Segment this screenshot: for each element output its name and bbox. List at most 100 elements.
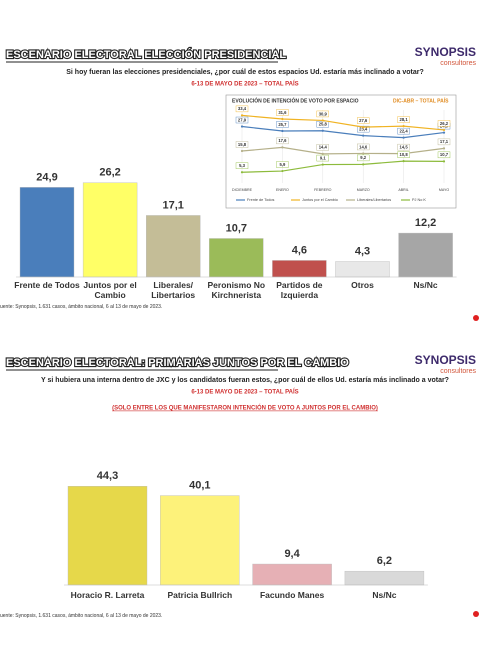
bar	[335, 261, 390, 278]
bar	[272, 260, 327, 278]
brand-sub: consultores	[440, 60, 476, 67]
x-tick-label: MAYO	[439, 188, 450, 192]
point-label: 25,8	[319, 122, 328, 127]
point-label: 23,4	[359, 126, 368, 131]
point-label-box	[397, 151, 410, 158]
point-label: 17,1	[440, 139, 449, 144]
x-tick-label: MARZO	[357, 188, 370, 192]
inset-title: EVOLUCIÓN DE INTENCIÓN DE VOTO POR ESPAC…	[232, 96, 359, 104]
point-label-box	[397, 143, 410, 151]
point	[281, 146, 284, 149]
point	[362, 152, 365, 155]
category-label: Liberales/ Libertarios	[151, 280, 196, 300]
slide-title: ESCENARIO ELECTORAL ELECCIÓN PRESIDENCIA…	[6, 48, 286, 61]
bar	[19, 187, 75, 278]
point-label: 9,1	[320, 155, 326, 160]
subtitle: 6-13 DE MAYO DE 2023 – TOTAL PAÍS	[191, 80, 298, 88]
point	[240, 149, 244, 153]
bar	[398, 232, 453, 278]
point-label-box	[397, 127, 410, 135]
point-label-box	[316, 144, 329, 151]
indicator-dot	[473, 611, 479, 617]
bar	[67, 486, 148, 586]
legend-label: Frente de Todos	[247, 198, 274, 202]
point-label-box	[316, 154, 329, 162]
category-label: Ns/Nc	[413, 280, 438, 290]
brand: SYNOPSIS	[415, 45, 476, 59]
question: Y si hubiera una interna dentro de JXC y…	[41, 377, 449, 384]
point-label: 22,4	[400, 128, 409, 133]
value-label: 10,7	[226, 222, 247, 234]
point	[362, 126, 365, 129]
point	[442, 160, 446, 163]
value-label: 6,2	[377, 555, 392, 567]
point-label-box	[357, 154, 370, 162]
value-label: 12,2	[415, 217, 436, 229]
series-line	[241, 125, 445, 139]
point-label: 26,2	[440, 121, 449, 126]
point-label: 30,9	[319, 111, 328, 116]
point-label: 10,8	[400, 152, 409, 157]
point	[442, 128, 446, 132]
category-label: Partidos de Izquierda	[276, 280, 323, 300]
x-tick-label: ABRIL	[398, 188, 408, 192]
point-label-box	[357, 143, 370, 151]
point-label-box	[235, 141, 249, 148]
point	[362, 163, 365, 166]
point	[402, 125, 405, 128]
value-label: 26,2	[99, 167, 120, 179]
point	[321, 129, 324, 132]
point-label: 14,4	[319, 145, 328, 150]
bar	[82, 182, 138, 278]
bar	[344, 570, 425, 586]
point	[321, 163, 324, 166]
point-label: 28,1	[400, 117, 409, 122]
value-label: 24,9	[36, 171, 57, 183]
value-label: 4,6	[292, 244, 307, 256]
point-label-box	[276, 109, 289, 116]
category-label: Horacio R. Larreta	[70, 590, 145, 600]
point-label-box	[316, 110, 329, 118]
point	[240, 171, 244, 174]
point-label: 9,2	[360, 155, 366, 160]
point	[321, 152, 324, 155]
brand: SYNOPSIS	[415, 353, 476, 367]
point	[240, 114, 244, 117]
point-label-box	[357, 117, 370, 124]
point	[281, 169, 284, 173]
point-label: 17,6	[278, 138, 287, 143]
point-label-box	[437, 138, 451, 146]
series-line	[241, 146, 445, 155]
bar	[209, 238, 264, 278]
inset-title-note: DIC-ABR – TOTAL PAÍS	[393, 96, 449, 104]
slide-title: ESCENARIO ELECTORAL: PRIMARIAS JUNTOS PO…	[6, 357, 349, 369]
point-label: 27,9	[238, 117, 247, 122]
source: uente: Synopsis, 1.631 casos, ámbito nac…	[0, 613, 163, 619]
category-label: Frente de Todos	[14, 280, 80, 290]
point	[321, 119, 324, 122]
point-label: 33,4	[238, 106, 247, 111]
point	[281, 129, 284, 133]
point	[442, 131, 446, 134]
question: Si hoy fueran las elecciones presidencia…	[66, 69, 424, 76]
point	[402, 136, 405, 139]
point	[442, 147, 446, 150]
legend-label: PJ No K	[412, 198, 426, 202]
point-label-box	[235, 162, 249, 169]
point	[402, 160, 405, 163]
point-label-box	[235, 105, 249, 113]
point-label: 5,9	[279, 162, 285, 167]
bar	[160, 495, 240, 586]
x-tick-label: DICIEMBRE	[232, 188, 253, 192]
subtitle: 6-13 DE MAYO DE 2023 – TOTAL PAÍS	[191, 388, 298, 396]
indicator-dot	[473, 315, 479, 321]
point-label: 14,5	[400, 144, 409, 149]
category-label: Facundo Manes	[259, 590, 325, 600]
point-label-box	[235, 116, 249, 124]
point-label-box	[276, 121, 289, 128]
point	[281, 117, 284, 121]
legend-label: Liberales/Libertarios	[357, 198, 391, 202]
point-label: 27,6	[359, 118, 368, 123]
note: (SOLO ENTRE LOS QUE MANIFESTARON INTENCI…	[112, 404, 378, 412]
